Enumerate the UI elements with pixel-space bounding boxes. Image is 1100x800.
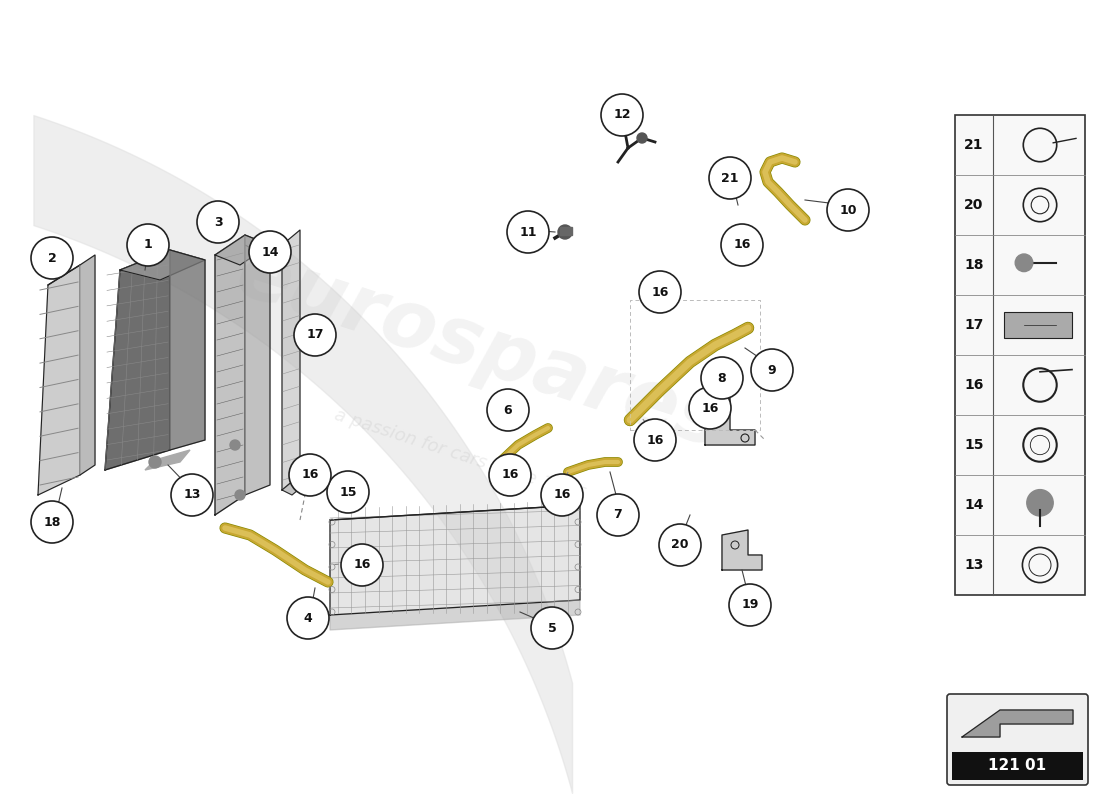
Text: 17: 17 [306, 329, 323, 342]
Text: 18: 18 [965, 258, 983, 272]
Polygon shape [282, 475, 310, 495]
Text: 21: 21 [965, 138, 983, 152]
Circle shape [531, 607, 573, 649]
Bar [1004, 312, 1072, 338]
Text: eurospares: eurospares [226, 234, 734, 466]
Text: a passion for cars since 1985: a passion for cars since 1985 [332, 406, 588, 504]
Circle shape [487, 389, 529, 431]
Circle shape [235, 490, 245, 500]
Text: 16: 16 [651, 286, 669, 298]
Circle shape [230, 440, 240, 450]
Circle shape [634, 419, 676, 461]
Polygon shape [145, 450, 190, 470]
Polygon shape [705, 395, 755, 445]
Text: 14: 14 [965, 498, 983, 512]
Text: 16: 16 [502, 469, 519, 482]
Circle shape [720, 224, 763, 266]
Circle shape [507, 211, 549, 253]
Polygon shape [214, 235, 270, 265]
Text: 4: 4 [304, 611, 312, 625]
Bar [955, 115, 1085, 595]
Circle shape [490, 454, 531, 496]
Circle shape [126, 224, 169, 266]
Circle shape [148, 456, 161, 468]
Text: 21: 21 [722, 171, 739, 185]
Text: 20: 20 [965, 198, 983, 212]
Bar [560, 227, 572, 235]
Text: 13: 13 [184, 489, 200, 502]
Circle shape [31, 501, 73, 543]
Polygon shape [962, 710, 1072, 737]
Text: 1: 1 [144, 238, 153, 251]
Circle shape [689, 387, 732, 429]
Text: 5: 5 [548, 622, 557, 634]
Circle shape [1026, 490, 1053, 516]
Circle shape [751, 349, 793, 391]
Circle shape [558, 225, 572, 239]
Text: 17: 17 [965, 318, 983, 332]
Polygon shape [170, 250, 205, 450]
Circle shape [294, 314, 335, 356]
Polygon shape [330, 505, 580, 615]
Circle shape [327, 471, 368, 513]
Circle shape [597, 494, 639, 536]
Polygon shape [330, 600, 580, 630]
Text: 16: 16 [301, 469, 319, 482]
Circle shape [287, 597, 329, 639]
Polygon shape [80, 255, 95, 475]
Text: 10: 10 [839, 203, 857, 217]
Polygon shape [245, 235, 270, 495]
Polygon shape [104, 250, 170, 470]
Polygon shape [722, 530, 762, 570]
Text: 2: 2 [47, 251, 56, 265]
Text: 19: 19 [741, 598, 759, 611]
Bar [952, 752, 1084, 780]
Text: 16: 16 [734, 238, 750, 251]
Text: 20: 20 [671, 538, 689, 551]
Text: 16: 16 [647, 434, 663, 446]
Text: 14: 14 [262, 246, 278, 258]
Circle shape [1015, 254, 1033, 271]
Text: 3: 3 [213, 215, 222, 229]
Circle shape [601, 94, 643, 136]
Circle shape [289, 454, 331, 496]
Text: 7: 7 [614, 509, 623, 522]
FancyBboxPatch shape [947, 694, 1088, 785]
Text: 121 01: 121 01 [989, 758, 1046, 774]
Polygon shape [120, 250, 205, 280]
Text: 16: 16 [353, 558, 371, 571]
Circle shape [541, 474, 583, 516]
Circle shape [639, 271, 681, 313]
Circle shape [701, 357, 743, 399]
Text: 15: 15 [339, 486, 356, 498]
Circle shape [615, 123, 625, 133]
Circle shape [31, 237, 73, 279]
Text: 9: 9 [768, 363, 777, 377]
Text: 15: 15 [965, 438, 983, 452]
Circle shape [710, 157, 751, 199]
Polygon shape [214, 235, 245, 515]
Circle shape [197, 201, 239, 243]
Text: 16: 16 [965, 378, 983, 392]
Circle shape [637, 133, 647, 143]
Text: 8: 8 [717, 371, 726, 385]
Polygon shape [39, 265, 80, 495]
Circle shape [827, 189, 869, 231]
Circle shape [341, 544, 383, 586]
Circle shape [659, 524, 701, 566]
Text: 6: 6 [504, 403, 513, 417]
Text: 11: 11 [519, 226, 537, 238]
Polygon shape [282, 230, 300, 490]
Text: 18: 18 [43, 515, 60, 529]
Text: 16: 16 [553, 489, 571, 502]
Text: 13: 13 [965, 558, 983, 572]
Circle shape [170, 474, 213, 516]
Text: 16: 16 [702, 402, 718, 414]
Text: 12: 12 [614, 109, 630, 122]
Circle shape [729, 584, 771, 626]
Circle shape [249, 231, 292, 273]
